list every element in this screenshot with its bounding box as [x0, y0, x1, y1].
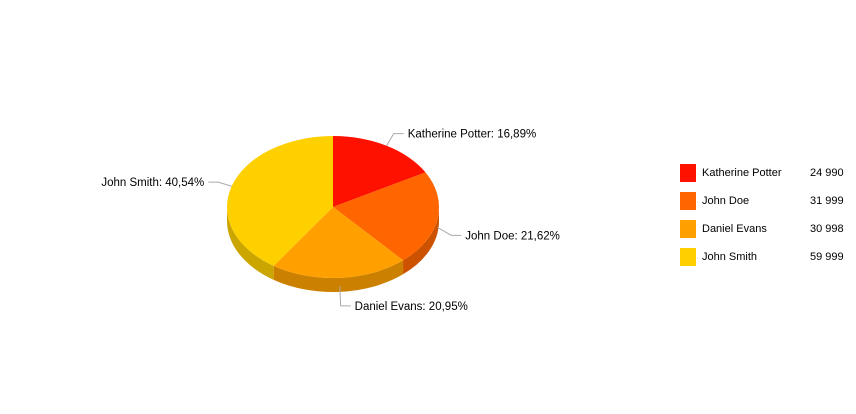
legend-name: John Doe — [702, 195, 750, 207]
legend: Katherine Potter 24 990 John Doe 31 999 … — [680, 164, 856, 276]
slice-label: Daniel Evans: 20,95% — [355, 301, 468, 313]
slice-john-smith[interactable] — [227, 136, 333, 266]
leader-line — [437, 226, 462, 236]
slice-side-john-doe — [403, 207, 439, 275]
legend-value: 30 998 — [810, 223, 844, 235]
legend-swatch — [680, 164, 696, 182]
leader-line — [208, 181, 232, 187]
legend-item-daniel-evans[interactable]: Daniel Evans 30 998 — [680, 220, 856, 248]
slice-labels: Katherine Potter: 16,89% John Doe: 21,62%… — [101, 129, 560, 313]
legend-name: Katherine Potter — [702, 167, 782, 179]
legend-item-john-doe[interactable]: John Doe 31 999 — [680, 192, 856, 220]
slice-label: John Doe: 21,62% — [465, 230, 560, 242]
slice-side-john-smith — [227, 207, 274, 280]
legend-swatch — [680, 220, 696, 238]
leader-line — [386, 133, 404, 147]
slice-side-daniel-evans — [273, 260, 404, 292]
legend-item-katherine-potter[interactable]: Katherine Potter 24 990 — [680, 164, 856, 192]
legend-value: 31 999 — [810, 195, 844, 207]
slice-john-doe[interactable] — [333, 172, 439, 261]
pie-3d-sides — [227, 207, 439, 292]
legend-swatch — [680, 248, 696, 266]
slice-katherine-potter[interactable] — [333, 136, 426, 207]
leader-line — [339, 286, 351, 307]
legend-item-john-smith[interactable]: John Smith 59 999 — [680, 248, 856, 276]
slice-daniel-evans[interactable] — [273, 207, 404, 278]
legend-name: John Smith — [702, 251, 758, 263]
pie-slices — [227, 136, 439, 278]
slice-label: John Smith: 40,54% — [101, 177, 204, 189]
legend-value: 59 999 — [810, 251, 844, 263]
legend-swatch — [680, 192, 696, 210]
slice-label: Katherine Potter: 16,89% — [408, 129, 537, 141]
legend-value: 24 990 — [810, 167, 844, 179]
legend-name: Daniel Evans — [702, 223, 767, 235]
